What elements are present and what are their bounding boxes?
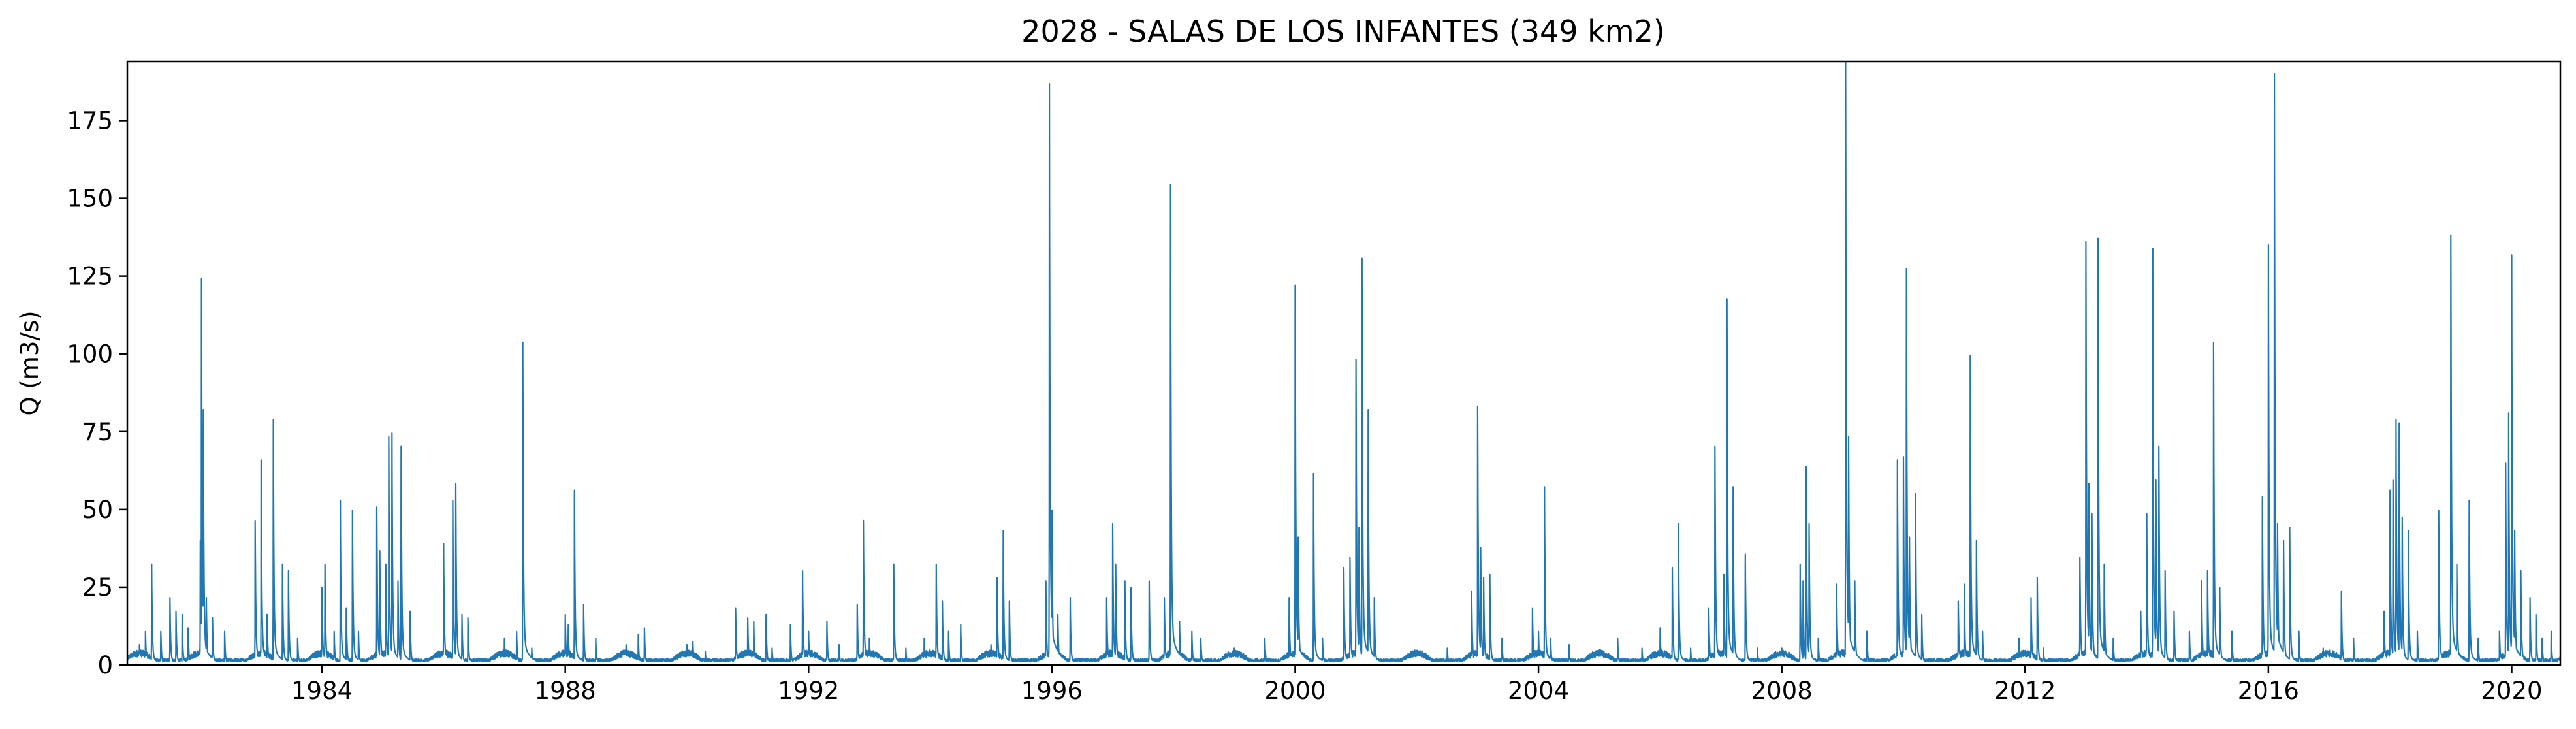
x-tick-label: 1992 — [778, 677, 839, 705]
y-tick-label: 50 — [82, 496, 113, 524]
y-tick-label: 150 — [67, 185, 113, 213]
plot-frame — [126, 60, 2562, 666]
x-tick-label: 2012 — [1994, 677, 2056, 705]
x-tick-label: 1988 — [535, 677, 596, 705]
x-tick-label: 2016 — [2238, 677, 2299, 705]
y-tick-label: 75 — [82, 418, 113, 446]
y-tick-label: 125 — [67, 263, 113, 291]
x-axis-ticks: 1984 1988 1992 1996 2000 2004 2008 2012 2016 2020 — [291, 665, 2543, 705]
x-tick-label: 2004 — [1508, 677, 1569, 705]
y-tick-label: 0 — [97, 651, 113, 679]
chart-title: 2028 - SALAS DE LOS INFANTES (349 km2) — [1021, 14, 1665, 49]
x-tick-label: 2020 — [2481, 677, 2542, 705]
plot-area — [126, 60, 2562, 663]
y-tick-label: 100 — [67, 340, 113, 368]
x-tick-label: 2000 — [1264, 677, 1326, 705]
x-tick-label: 1996 — [1021, 677, 1083, 705]
discharge-series-line — [126, 60, 2562, 663]
y-axis-ticks: 0 25 50 75 100 125 150 175 — [67, 106, 127, 679]
x-tick-label: 1984 — [291, 677, 353, 705]
y-tick-label: 25 — [82, 574, 113, 602]
y-tick-label: 175 — [67, 106, 113, 135]
x-tick-label: 2008 — [1751, 677, 1813, 705]
y-axis-label: Q (m3/s) — [16, 310, 44, 415]
